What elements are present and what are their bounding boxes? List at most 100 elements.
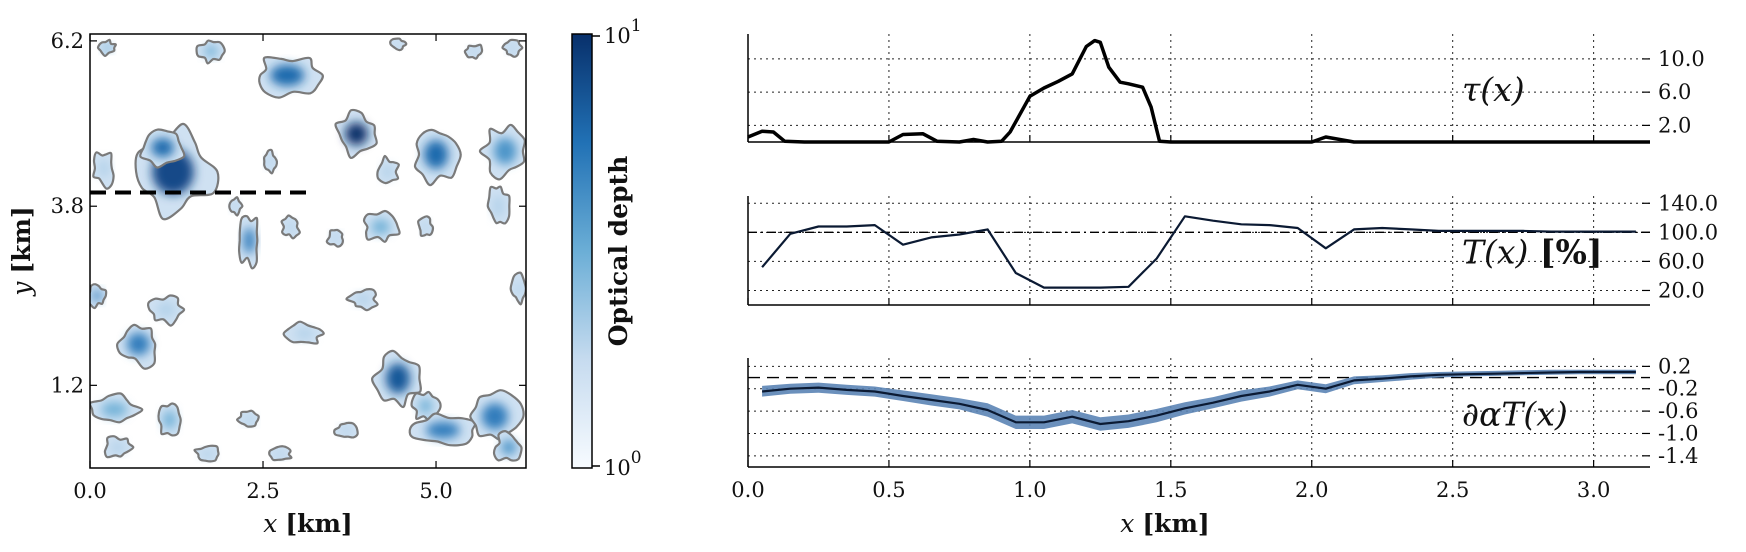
cloud xyxy=(157,402,182,437)
map-xlabel: x [km] xyxy=(263,509,353,538)
derivative-uncertainty-band xyxy=(762,369,1636,431)
cloud-core xyxy=(98,158,110,178)
derivative-ytick-label: 0.2 xyxy=(1658,354,1691,378)
cloud-core xyxy=(481,403,509,430)
transmittance-ytick-label: 60.0 xyxy=(1658,249,1705,273)
map-xtick-label: 5.0 xyxy=(419,479,452,503)
cloud-contour xyxy=(280,214,301,240)
cloud-core xyxy=(266,155,274,168)
tau-panel: 2.0 6.0 10.0 τ(x) xyxy=(747,34,1705,144)
tau-panel-label: τ(x) xyxy=(1462,70,1525,109)
cloud xyxy=(362,209,401,243)
cloud-core xyxy=(156,301,176,318)
cloud-contour xyxy=(237,214,259,270)
transmittance-ytick-label: 20.0 xyxy=(1658,278,1705,302)
cloud xyxy=(334,108,378,160)
transect-panels: 2.0 6.0 10.0 τ(x) 20.0 60.0 100.0 140.0 T(x) [%]… xyxy=(731,34,1718,502)
cloud xyxy=(139,128,186,169)
cloud-contour xyxy=(345,288,379,312)
shared-xlabel: x [km] xyxy=(1120,509,1210,538)
cloud xyxy=(268,445,293,462)
cloud-core xyxy=(340,425,352,435)
cloud xyxy=(90,392,144,424)
cloud-contour xyxy=(146,294,186,327)
cloud-core xyxy=(331,232,341,242)
colorbar-max-label: 101 xyxy=(604,16,642,48)
cloud xyxy=(96,38,117,58)
shared-xtick-label: 2.5 xyxy=(1436,478,1469,502)
cloud xyxy=(116,323,157,370)
cloud-core xyxy=(243,227,255,254)
cloud-core xyxy=(110,441,126,454)
cloud-core xyxy=(469,47,479,56)
tau-ytick-label: 6.0 xyxy=(1658,80,1691,104)
cloud-contour xyxy=(103,435,135,459)
cloud xyxy=(345,288,379,312)
cloud-core xyxy=(507,43,517,53)
map-xtick-label: 2.5 xyxy=(246,479,279,503)
cloud-contour xyxy=(492,430,523,462)
cloud-core xyxy=(162,410,177,430)
cloud-contour xyxy=(228,196,244,217)
shared-xtick-label: 0.5 xyxy=(872,478,905,502)
cloud-core xyxy=(423,140,449,169)
cloud xyxy=(492,430,523,462)
colorbar-min-label: 100 xyxy=(604,448,642,480)
derivative-ytick-label: -1.4 xyxy=(1658,444,1699,468)
cloud xyxy=(509,271,526,306)
cloud-map-panel: 0.0 2.5 5.0 1.2 3.8 6.2 x [km] y [km] xyxy=(7,29,527,538)
cloud-field xyxy=(90,37,526,463)
cloud-core xyxy=(355,293,371,305)
cloud xyxy=(486,185,511,225)
cloud-contour xyxy=(478,123,526,181)
cloud-core xyxy=(295,327,315,340)
cloud-contour xyxy=(417,215,435,238)
cloud-contour xyxy=(134,122,220,221)
cloud-core xyxy=(492,194,505,218)
cloud-contour xyxy=(362,209,401,243)
cloud-core xyxy=(493,137,517,165)
colorbar-label: Optical depth xyxy=(604,156,633,347)
cloud xyxy=(228,196,244,217)
cloud-contour xyxy=(408,412,477,447)
cloud-core xyxy=(200,449,215,459)
cloud-core xyxy=(371,219,391,235)
transmittance-ytick-label: 100.0 xyxy=(1658,220,1718,244)
cloud-core xyxy=(394,41,402,48)
derivative-ytick-label: -1.0 xyxy=(1658,421,1699,445)
cloud-core xyxy=(243,415,255,425)
cloud xyxy=(408,412,477,447)
cloud-core xyxy=(501,439,517,455)
cloud-core xyxy=(270,64,305,86)
cloud-contour xyxy=(268,445,293,462)
map-ytick-label: 1.2 xyxy=(51,373,84,397)
cloud xyxy=(413,128,462,187)
cloud xyxy=(237,214,259,270)
cloud-contour xyxy=(262,148,279,175)
cloud xyxy=(376,154,400,185)
cloud-contour xyxy=(235,409,260,428)
shared-xtick-label: 2.0 xyxy=(1295,478,1328,502)
map-ytick-label: 6.2 xyxy=(51,29,84,53)
cloud-contour xyxy=(92,151,115,190)
cloud-contour xyxy=(90,283,108,310)
cloud-core xyxy=(381,164,394,180)
cloud xyxy=(282,320,325,345)
cloud-core xyxy=(345,122,368,146)
cloud xyxy=(146,294,186,327)
cloud xyxy=(92,151,115,190)
cloud-contour xyxy=(501,38,524,58)
cloud xyxy=(90,283,108,310)
map-ylabel: y [km] xyxy=(7,206,36,297)
cloud-core xyxy=(102,43,112,52)
cloud xyxy=(371,349,422,409)
colorbar-gradient xyxy=(571,33,593,469)
cloud-core xyxy=(204,45,218,57)
cloud-contour xyxy=(376,154,400,185)
transmittance-ytick-label: 140.0 xyxy=(1658,191,1718,215)
cloud xyxy=(389,37,408,52)
cloud-contour xyxy=(333,421,359,439)
cloud-core xyxy=(385,363,411,394)
cloud-contour xyxy=(282,320,325,345)
